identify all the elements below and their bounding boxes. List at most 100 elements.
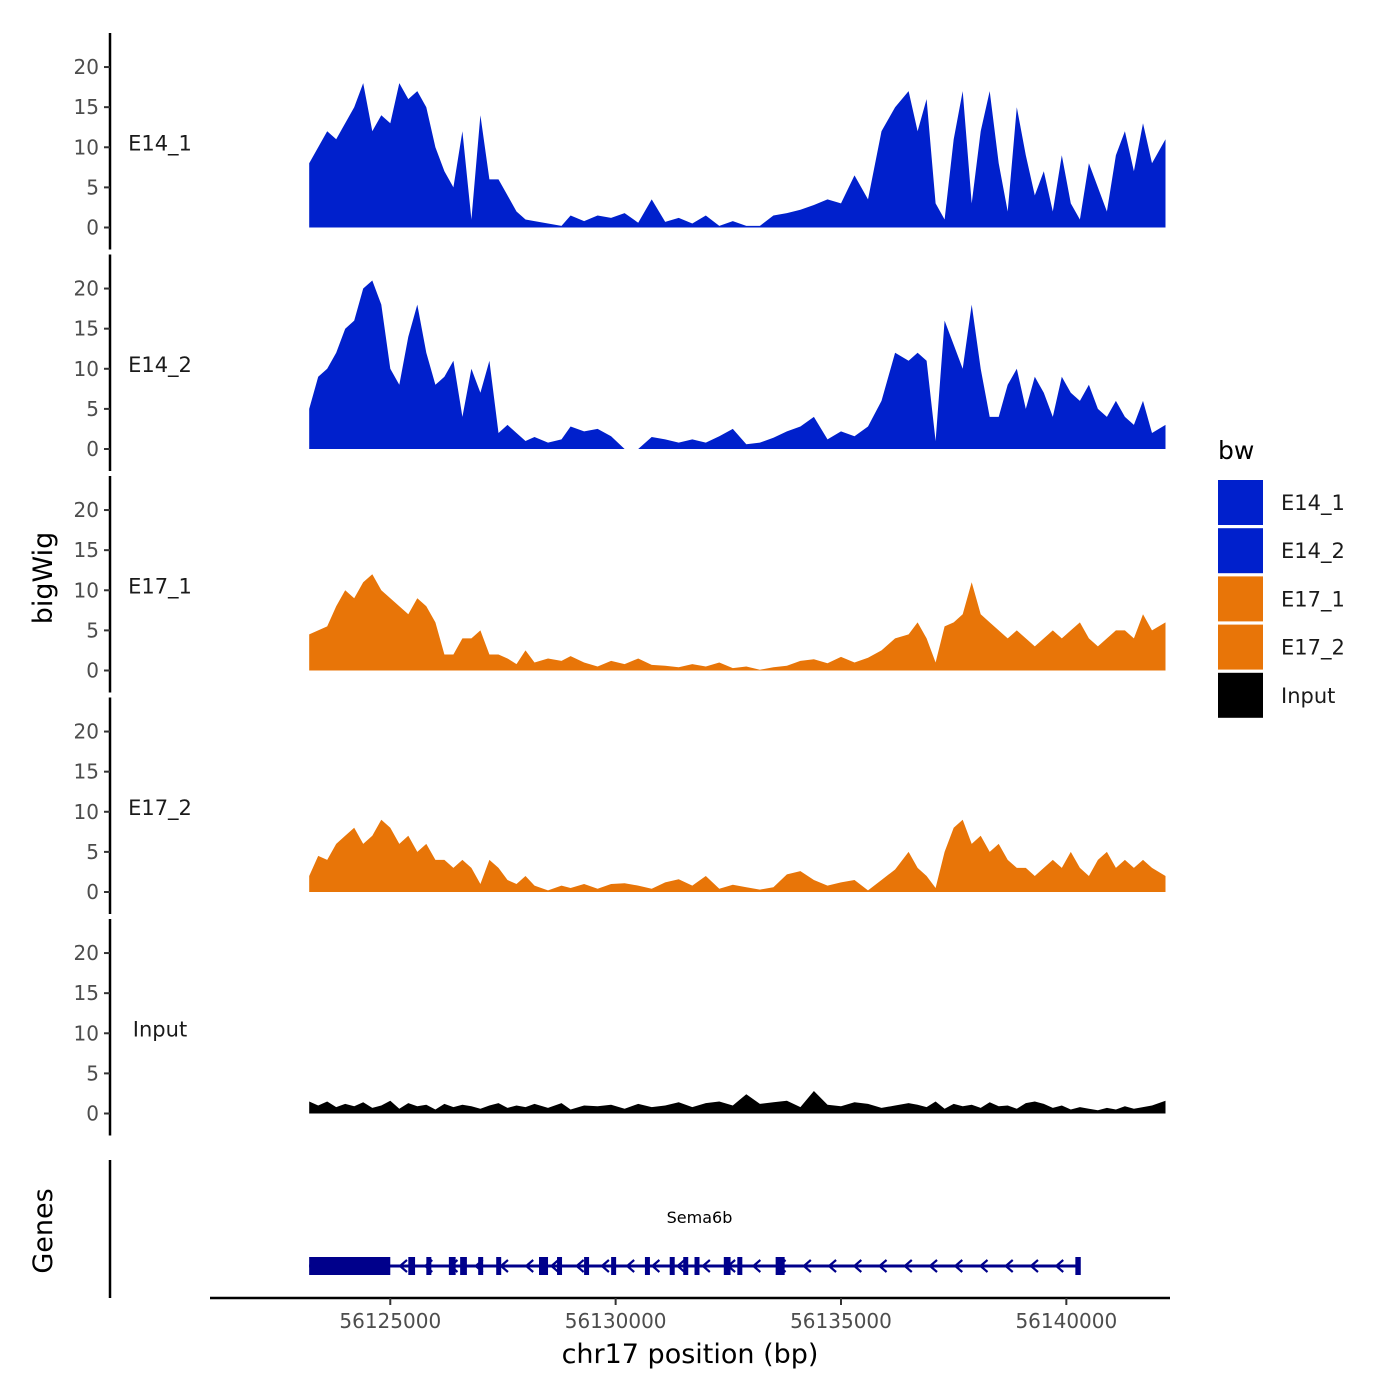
legend-label: E17_2 — [1281, 636, 1345, 661]
legend-swatch — [1218, 576, 1263, 622]
gene-exon — [669, 1257, 675, 1275]
strand-arrow — [978, 1259, 989, 1273]
x-tick-label: 56125000 — [339, 1309, 441, 1333]
gene-utr — [309, 1257, 391, 1275]
strand-arrow — [1029, 1259, 1039, 1273]
y-tick-label: 0 — [86, 437, 99, 461]
y-axis-title: bigWig — [28, 532, 59, 625]
track-e17_1: 0 5 10 15 20 E17_1 — [74, 476, 1166, 693]
y-tick-label: 0 — [86, 1102, 99, 1126]
y-tick-label: 10 — [74, 135, 99, 159]
y-tick-label: 15 — [74, 317, 99, 341]
gene-exon — [460, 1257, 467, 1275]
strand-arrow — [675, 1259, 686, 1273]
strand-arrow — [953, 1259, 963, 1273]
x-tick-label: 56140000 — [1015, 1309, 1117, 1333]
gene-exon — [426, 1257, 432, 1275]
legend-label: Input — [1281, 684, 1335, 708]
strand-arrow — [398, 1259, 408, 1273]
gene-exon — [408, 1257, 416, 1275]
strand-arrow — [751, 1259, 762, 1273]
y-tick-label: 20 — [74, 941, 99, 965]
track-label: E14_2 — [128, 353, 192, 378]
area-e14_2 — [309, 280, 1166, 449]
x-axis: 56125000 56130000 56135000 56140000 — [210, 1296, 1170, 1333]
gene-exon — [557, 1257, 563, 1275]
track-e14_1: 0 5 10 15 20 E14_1 — [74, 33, 1166, 250]
gene-exon — [611, 1257, 617, 1275]
y-tick-label: 0 — [86, 216, 99, 240]
strand-arrow — [852, 1259, 863, 1273]
track-label: Input — [133, 1017, 187, 1041]
legend-label: E17_1 — [1281, 587, 1345, 612]
track-label: E17_1 — [128, 574, 192, 599]
legend-swatch — [1218, 672, 1263, 718]
area-e17_1 — [309, 574, 1166, 671]
strand-arrow — [802, 1259, 812, 1273]
signal-tracks: 05101520E14_105101520E14_205101520E17_10… — [74, 33, 1166, 1136]
strand-arrow — [600, 1259, 610, 1273]
legend-swatch — [1218, 624, 1263, 670]
y-tick-label: 15 — [74, 538, 99, 562]
y-tick-label: 15 — [74, 760, 99, 784]
genes-axis-title: Genes — [28, 1188, 59, 1273]
y-tick-label: 5 — [86, 175, 99, 199]
strand-arrow — [650, 1259, 661, 1273]
legend-swatch — [1218, 480, 1263, 525]
strand-arrow — [524, 1259, 534, 1273]
y-tick-label: 15 — [74, 981, 99, 1005]
y-tick-label: 10 — [74, 800, 99, 824]
gene-exon — [737, 1257, 743, 1275]
area-e17_2 — [309, 819, 1166, 892]
y-tick-label: 0 — [86, 880, 99, 904]
y-tick-label: 5 — [86, 840, 99, 864]
y-tick-label: 10 — [74, 578, 99, 602]
gene-exon — [496, 1257, 502, 1275]
track-label: E14_1 — [128, 131, 192, 156]
gene-track: Sema6b — [108, 1160, 1081, 1298]
y-tick-label: 20 — [74, 720, 99, 744]
area-input — [309, 1091, 1166, 1114]
y-tick-label: 20 — [74, 277, 99, 301]
strand-arrow — [625, 1259, 635, 1273]
y-tick-label: 10 — [74, 1021, 99, 1045]
track-input: 0 5 10 15 20 Input — [74, 919, 1166, 1136]
strand-arrow — [574, 1259, 585, 1273]
strand-arrow — [903, 1259, 913, 1273]
area-e14_1 — [309, 83, 1166, 228]
y-tick-label: 20 — [74, 498, 99, 522]
gene-name-label: Sema6b — [667, 1208, 733, 1227]
gene-exon — [1075, 1257, 1081, 1275]
legend-label: E14_1 — [1281, 491, 1345, 516]
strand-arrow — [1054, 1259, 1064, 1273]
track-e14_2: 0 5 10 15 20 E14_2 — [74, 254, 1166, 471]
gene-exon — [539, 1257, 549, 1275]
gene-exon — [644, 1257, 650, 1275]
gene-exon — [694, 1257, 700, 1275]
strand-arrow — [827, 1259, 837, 1273]
y-tick-label: 5 — [86, 397, 99, 421]
gene-exon — [448, 1257, 456, 1275]
gene-exon — [723, 1257, 731, 1275]
legend: bw E14_1 E14_2 E17_1 E17_2 Input — [1218, 436, 1345, 718]
legend-swatch — [1218, 528, 1263, 574]
track-label: E17_2 — [128, 796, 192, 821]
y-tick-label: 10 — [74, 357, 99, 381]
x-tick-label: 56130000 — [565, 1309, 667, 1333]
strand-arrow — [1004, 1259, 1014, 1273]
x-axis-title: chr17 position (bp) — [562, 1339, 819, 1370]
gene-exon — [775, 1257, 785, 1275]
track-e17_2: 0 5 10 15 20 E17_2 — [74, 697, 1166, 914]
y-tick-label: 20 — [74, 55, 99, 79]
strand-arrow — [701, 1259, 711, 1273]
y-tick-label: 5 — [86, 1061, 99, 1085]
strand-arrow — [549, 1259, 560, 1273]
y-tick-label: 0 — [86, 659, 99, 683]
x-tick-label: 56135000 — [790, 1309, 892, 1333]
strand-arrow — [877, 1259, 888, 1273]
legend-label: E14_2 — [1281, 539, 1345, 564]
strand-arrow — [928, 1259, 938, 1273]
gene-exon — [584, 1257, 590, 1275]
y-tick-label: 5 — [86, 618, 99, 642]
